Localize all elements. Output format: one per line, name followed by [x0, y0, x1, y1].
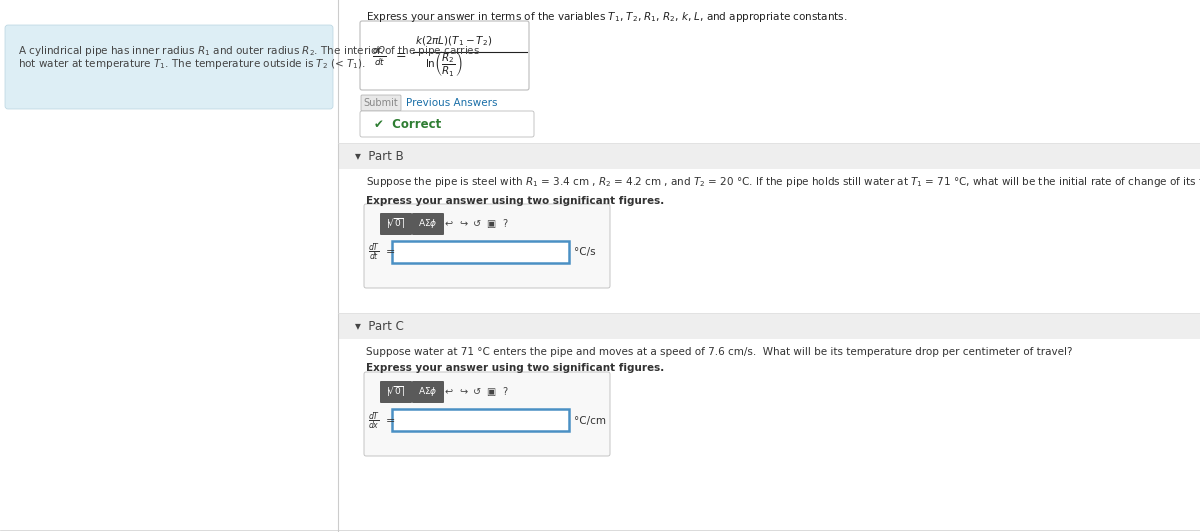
- Text: ↺: ↺: [473, 219, 481, 229]
- FancyBboxPatch shape: [5, 25, 334, 109]
- FancyBboxPatch shape: [412, 381, 444, 403]
- Text: ?: ?: [503, 219, 508, 229]
- Bar: [338, 143, 1200, 169]
- FancyBboxPatch shape: [380, 213, 412, 235]
- FancyBboxPatch shape: [380, 381, 412, 403]
- Text: =: =: [386, 247, 395, 257]
- Text: Previous Answers: Previous Answers: [406, 98, 498, 108]
- FancyBboxPatch shape: [364, 204, 610, 288]
- Bar: [338, 313, 1200, 339]
- Bar: [392, 241, 569, 263]
- Text: A$\Sigma\phi$: A$\Sigma\phi$: [419, 386, 438, 398]
- Text: $\frac{dT}{dx}$: $\frac{dT}{dx}$: [368, 410, 380, 432]
- Text: Express your answer using two significant figures.: Express your answer using two significan…: [366, 196, 665, 206]
- Text: $\frac{dT}{dt}$: $\frac{dT}{dt}$: [368, 242, 380, 263]
- Text: ↺: ↺: [473, 387, 481, 397]
- Bar: [392, 409, 569, 431]
- Text: ▾  Part C: ▾ Part C: [355, 320, 404, 332]
- FancyBboxPatch shape: [361, 95, 401, 111]
- FancyBboxPatch shape: [360, 21, 529, 90]
- Text: ↩: ↩: [445, 219, 454, 229]
- Text: Suppose the pipe is steel with $\mathit{R}_1$ = 3.4 cm , $\mathit{R}_2$ = 4.2 cm: Suppose the pipe is steel with $\mathit{…: [366, 175, 1200, 189]
- Text: $|\!\sqrt{0}|$: $|\!\sqrt{0}|$: [386, 385, 406, 400]
- Bar: [338, 169, 1200, 313]
- Text: ▾  Part B: ▾ Part B: [355, 149, 403, 162]
- Text: hot water at temperature $\mathit{T}_1$. The temperature outside is $\mathit{T}_: hot water at temperature $\mathit{T}_1$.…: [18, 57, 366, 71]
- Text: ✔  Correct: ✔ Correct: [374, 118, 442, 130]
- Text: =: =: [386, 416, 395, 426]
- Text: Submit: Submit: [364, 98, 398, 108]
- Text: ▣: ▣: [486, 387, 496, 397]
- FancyBboxPatch shape: [360, 111, 534, 137]
- Bar: [338, 339, 1200, 532]
- Text: ↪: ↪: [458, 219, 467, 229]
- Text: A cylindrical pipe has inner radius $\mathit{R}_1$ and outer radius $\mathit{R}_: A cylindrical pipe has inner radius $\ma…: [18, 44, 480, 58]
- Text: A$\Sigma\phi$: A$\Sigma\phi$: [419, 218, 438, 230]
- Text: ↩: ↩: [445, 387, 454, 397]
- Text: ↪: ↪: [458, 387, 467, 397]
- Text: $\frac{dQ}{dt}$: $\frac{dQ}{dt}$: [372, 44, 386, 68]
- Text: $k(2\pi L)(T_1-T_2)$: $k(2\pi L)(T_1-T_2)$: [415, 34, 492, 48]
- Text: $\ln\!\left(\dfrac{R_2}{R_1}\right)$: $\ln\!\left(\dfrac{R_2}{R_1}\right)$: [425, 49, 462, 79]
- Text: Express your answer using two significant figures.: Express your answer using two significan…: [366, 363, 665, 373]
- Text: =: =: [396, 49, 407, 62]
- FancyBboxPatch shape: [364, 372, 610, 456]
- Text: ▣: ▣: [486, 219, 496, 229]
- Text: °C/s: °C/s: [574, 247, 595, 257]
- Text: ?: ?: [503, 387, 508, 397]
- Text: $|\!\sqrt{0}|$: $|\!\sqrt{0}|$: [386, 217, 406, 231]
- Text: Express your answer in terms of the variables $\mathit{T}_1$, $\mathit{T}_2$, $\: Express your answer in terms of the vari…: [366, 10, 847, 24]
- Text: Suppose water at 71 °C enters the pipe and moves at a speed of 7.6 cm/s.  What w: Suppose water at 71 °C enters the pipe a…: [366, 347, 1073, 357]
- FancyBboxPatch shape: [412, 213, 444, 235]
- Text: °C/cm: °C/cm: [574, 416, 606, 426]
